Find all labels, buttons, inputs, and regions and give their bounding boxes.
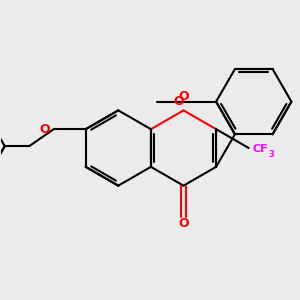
Text: O: O: [39, 123, 50, 136]
Text: O: O: [178, 90, 189, 104]
Text: O: O: [178, 217, 189, 230]
Text: 3: 3: [268, 150, 274, 159]
Text: O: O: [173, 95, 184, 108]
Text: CF: CF: [253, 144, 268, 154]
